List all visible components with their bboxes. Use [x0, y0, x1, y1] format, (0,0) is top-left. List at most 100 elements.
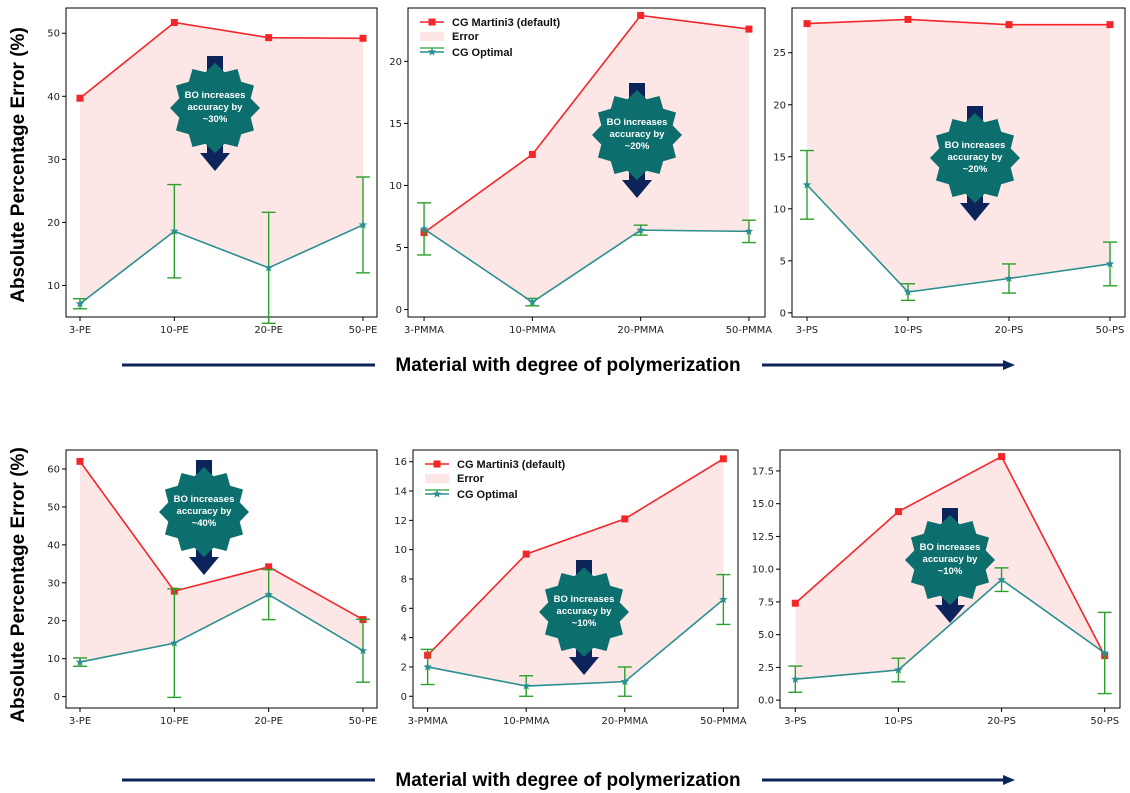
y-tick-label: 14	[394, 487, 407, 498]
data-point-default	[170, 19, 178, 27]
y-axis-label-top: Absolute Percentage Error (%)	[8, 27, 29, 303]
legend-marker-optimal	[427, 47, 437, 56]
series-line-optimal	[423, 228, 749, 304]
data-point-default	[719, 455, 727, 463]
x-axis-arrow-bottom	[122, 775, 1015, 785]
data-point-default	[621, 515, 629, 523]
data-point-default	[745, 25, 753, 33]
badge-shape	[170, 63, 260, 153]
legend-label: CG Martini3 (default)	[457, 459, 566, 471]
data-point-optimal	[719, 595, 728, 604]
badge-shape	[905, 515, 995, 605]
data-point-optimal	[1100, 648, 1109, 657]
data-point-optimal	[744, 226, 754, 235]
data-point-optimal	[521, 681, 531, 690]
badge-text: BO increases	[920, 542, 981, 553]
chart-panel-6: 0.0 2.5 5.0 7.5 10.0 12.5 15.0 17.5 3-PS 10-PS 20-…	[752, 449, 1121, 727]
y-tick-label: 20	[47, 616, 60, 627]
x-tick-label: 10-PE	[160, 325, 189, 336]
x-tick-label: 10-PMMA	[503, 716, 550, 727]
x-tick-label: 10-PE	[160, 716, 189, 727]
x-tick-label: 50-PS	[1090, 716, 1119, 727]
series-line-default	[427, 458, 724, 656]
y-tick-label: 2.5	[758, 663, 774, 674]
data-point-default	[998, 453, 1006, 461]
y-tick-label: 0.0	[758, 696, 774, 707]
legend: CG Martini3 (default) Error CG Optimal	[425, 459, 566, 501]
data-point-optimal	[358, 646, 368, 655]
down-arrow-icon	[200, 153, 230, 171]
y-tick-label: 10	[773, 204, 786, 215]
x-tick-label: 50-PMMA	[700, 716, 747, 727]
badge-text: BO increases	[174, 494, 235, 505]
y-tick-label: 8	[401, 575, 407, 586]
y-tick-label: 20	[389, 57, 402, 68]
y-tick-label: 30	[47, 155, 60, 166]
y-tick-label: 0	[396, 305, 402, 316]
legend-marker-default	[433, 460, 441, 468]
plot-frame	[791, 7, 1126, 318]
badge-text: ~20%	[625, 141, 650, 152]
y-tick-label: 2	[401, 662, 407, 673]
data-point-optimal	[620, 677, 630, 686]
data-point-optimal	[903, 287, 913, 296]
y-tick-label: 50	[47, 502, 60, 513]
legend-patch-error	[420, 32, 444, 41]
x-tick-label: 3-PE	[69, 716, 91, 727]
y-tick-label: 12.5	[752, 532, 774, 543]
x-tick-label: 20-PMMA	[602, 716, 649, 727]
badge-shape	[930, 113, 1020, 203]
y-tick-label: 15	[773, 152, 786, 163]
badge-text: ~40%	[192, 518, 217, 529]
y-tick-label: 30	[47, 578, 60, 589]
badge-text: accuracy by	[177, 506, 233, 517]
error-band	[79, 461, 364, 663]
series-line-default	[806, 18, 1111, 26]
chart-panel-5: 0 2 4 6 8 10 12 14 16 3-PMMA 10-PMMA 20-PMMA 50-PMMA…	[394, 449, 747, 727]
badge-text: accuracy by	[188, 102, 244, 113]
badge-shape	[159, 467, 249, 557]
data-point-optimal	[1105, 259, 1115, 268]
y-tick-label: 25	[773, 48, 786, 59]
badge-shape	[592, 90, 682, 180]
y-tick-label: 20	[47, 218, 60, 229]
data-point-optimal	[170, 638, 179, 647]
data-point-optimal	[636, 225, 645, 234]
legend-marker-optimal	[432, 489, 442, 498]
data-point-optimal	[75, 299, 85, 308]
plot-frame	[407, 7, 766, 318]
x-tick-label: 50-PMMA	[726, 325, 773, 336]
data-point-default	[265, 563, 273, 571]
chart-panel-3: 0 5 10 15 20 25 3-PS 10-PS 20-PS 50-PS BO increase…	[773, 7, 1126, 336]
badge-text: BO increases	[185, 90, 246, 101]
badge-text: ~30%	[203, 114, 228, 125]
series-line-default	[79, 21, 364, 99]
x-axis-label-bottom: Material with degree of polymerization	[395, 770, 740, 791]
down-arrow-icon	[622, 180, 652, 198]
legend-label: CG Optimal	[452, 47, 513, 59]
series-line-optimal	[79, 224, 364, 305]
y-tick-label: 10.0	[752, 565, 774, 576]
data-point-default	[528, 150, 536, 158]
y-tick-label: 15.0	[752, 499, 774, 510]
data-point-default	[803, 20, 811, 28]
badge-shape	[539, 567, 629, 657]
down-arrow-icon	[960, 203, 990, 221]
legend-label: Error	[457, 473, 485, 485]
data-point-optimal	[264, 263, 273, 272]
data-point-default	[894, 508, 902, 516]
x-tick-label: 10-PS	[884, 716, 913, 727]
badge-text: BO increases	[945, 140, 1006, 151]
y-tick-label: 4	[401, 633, 407, 644]
badge-text: accuracy by	[948, 152, 1004, 163]
data-point-default	[76, 94, 84, 102]
legend-label: CG Martini3 (default)	[452, 17, 561, 29]
x-tick-label: 3-PMMA	[408, 716, 448, 727]
data-point-default	[359, 34, 367, 42]
